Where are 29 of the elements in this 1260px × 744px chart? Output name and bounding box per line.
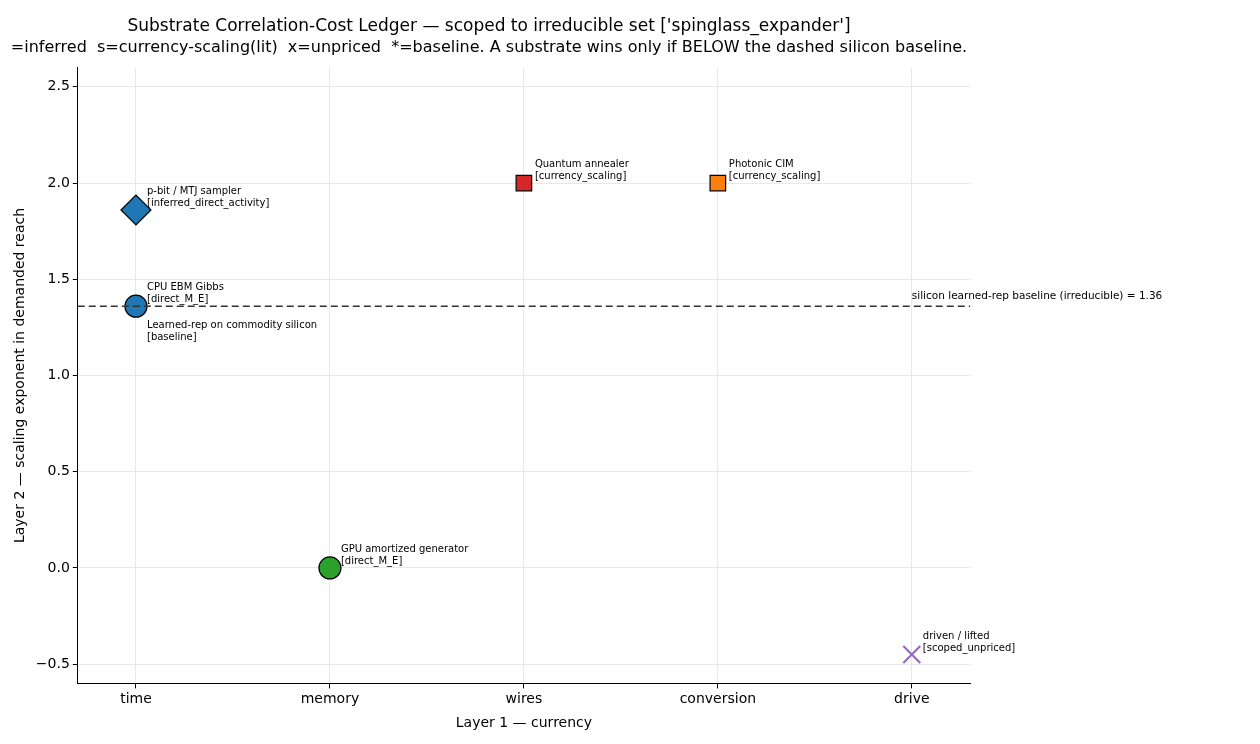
- y-tick-label: 1.0: [47, 366, 70, 383]
- annotation: driven / lifted [scoped_unpriced]: [922, 629, 1016, 654]
- y-tick-label: 0.0: [47, 558, 70, 575]
- x-tick-label: memory: [300, 690, 360, 707]
- x-tick-label: drive: [894, 690, 930, 707]
- x-tick-label: conversion: [679, 690, 757, 707]
- annotation: p-bit / MTJ sampler [inferred_direct_activity]: [146, 185, 270, 209]
- chart-title: Substrate Correlation-Cost Ledger — scoped to irreducible set ['spinglass_expander']: [127, 14, 851, 36]
- y-tick-label: 0.5: [47, 462, 70, 479]
- annotation: Photonic CIM [currency_scaling]: [728, 158, 821, 183]
- annotation: CPU EBM Gibbs [direct_M_E]: [146, 281, 224, 306]
- y-tick-label: 2.0: [47, 173, 70, 190]
- annotation: Quantum annealer [currency_scaling]: [534, 158, 630, 183]
- point: [318, 556, 342, 580]
- y-axis-title: Layer 2 — scaling exponent in demanded reach: [11, 207, 28, 544]
- x-tick-label: wires: [505, 690, 543, 707]
- x-tick-label: time: [120, 690, 152, 707]
- y-tick-label: 2.5: [47, 77, 70, 94]
- ref-line-label: silicon learned-rep baseline (irreducible) = 1.36: [911, 288, 1163, 301]
- point: [124, 294, 148, 318]
- chart-subtitle: =inferred s=currency-scaling(lit) x=unpriced *=baseline. A substrate wins only if BELOW the dashed silicon baseline.: [10, 37, 968, 57]
- y-tick-label: 1.5: [47, 269, 70, 286]
- x-axis-title: Layer 1 — currency: [455, 714, 593, 731]
- y-tick-label: −0.5: [35, 654, 70, 671]
- point: [515, 174, 533, 192]
- annotation: Learned-rep on commodity silicon [baseline]: [146, 319, 318, 343]
- annotation: GPU amortized generator [direct_M_E]: [340, 542, 470, 567]
- point: [902, 645, 922, 665]
- point: [709, 174, 727, 192]
